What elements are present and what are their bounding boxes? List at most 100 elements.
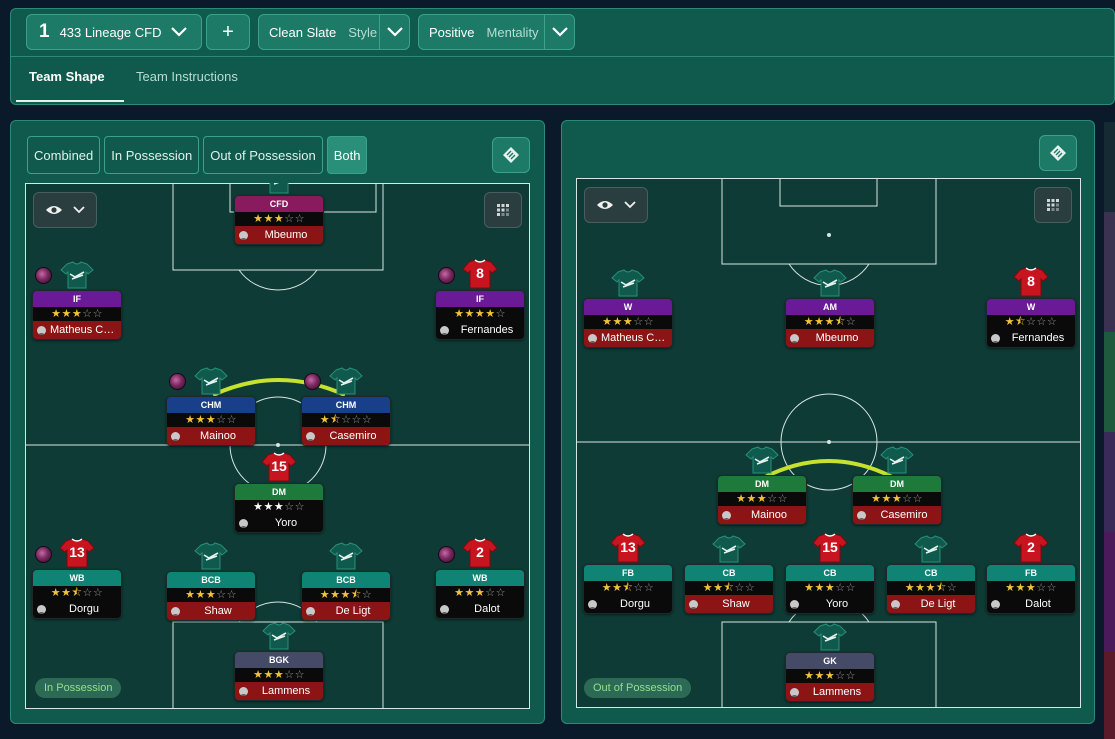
avatar-icon: [588, 333, 597, 343]
tactics-board-icon: [1050, 145, 1066, 161]
player-card-body: DM ★★★☆☆ Yoro: [234, 483, 324, 533]
player-name-row: Casemiro: [302, 427, 390, 445]
player-role: BGK: [235, 652, 323, 668]
player-card[interactable]: W ★★★☆☆ Matheus Cu...: [583, 269, 673, 348]
player-card-body: AM ★★★⯪☆ Mbeumo: [785, 298, 875, 348]
player-name-row: Mbeumo: [235, 226, 323, 244]
player-card[interactable]: BGK ★★★☆☆ Lammens: [234, 622, 324, 701]
tactics-header: 1 433 Lineage CFD + Clean Slate Style Po…: [10, 8, 1115, 105]
player-card[interactable]: 8 IF ★★★★☆ Fernandes: [435, 259, 525, 340]
player-card[interactable]: CB ★★★⯪☆ De Ligt: [886, 535, 976, 614]
player-card[interactable]: DM ★★★☆☆ Mainoo: [717, 446, 807, 525]
player-card-body: CB ★★⯪☆☆ Shaw: [684, 564, 774, 614]
player-name-row: Dalot: [987, 595, 1075, 613]
shirt-icon: [812, 622, 848, 652]
player-role: CB: [887, 565, 975, 581]
player-card[interactable]: CHM ★★★☆☆ Mainoo: [166, 367, 256, 446]
chevron-down-icon: [624, 201, 636, 209]
tab-team-shape[interactable]: Team Shape: [29, 69, 105, 84]
role-orb-icon: [304, 373, 321, 390]
style-selector[interactable]: Clean Slate Style: [258, 14, 410, 50]
player-card[interactable]: BCB ★★★⯪☆ De Ligt: [301, 542, 391, 621]
player-icons: [234, 621, 324, 651]
mentality-selector[interactable]: Positive Mentality: [418, 14, 575, 50]
player-card[interactable]: 13 FB ★★⯪☆☆ Dorgu: [583, 533, 673, 614]
player-card-body: CHM ★⯪☆☆☆ Casemiro: [301, 396, 391, 446]
visibility-toggle[interactable]: [584, 187, 648, 223]
player-card[interactable]: AM ★★★⯪☆ Mbeumo: [785, 269, 875, 348]
avatar-icon: [239, 230, 248, 240]
player-name-row: Fernandes: [987, 329, 1075, 347]
player-icons: [32, 260, 122, 290]
player-name: Matheus Cu...: [50, 324, 118, 336]
mentality-label: Mentality: [486, 24, 539, 40]
role-rating-stars: ★★★★☆: [436, 307, 524, 321]
player-role: W: [584, 299, 672, 315]
shirt-icon: 8: [1012, 266, 1050, 298]
mentality-value: Positive: [429, 24, 475, 40]
role-rating-stars: ★⯪☆☆☆: [302, 413, 390, 427]
tab-team-instructions[interactable]: Team Instructions: [136, 69, 238, 84]
link-line: [762, 459, 895, 480]
role-rating-stars: ★★★☆☆: [987, 581, 1075, 595]
active-tab-indicator: [16, 100, 124, 102]
player-card[interactable]: CHM ★⯪☆☆☆ Casemiro: [301, 367, 391, 446]
tactics-board-button[interactable]: [492, 137, 530, 173]
style-label: Style: [348, 24, 378, 40]
player-card[interactable]: 8 W ★⯪☆☆☆ Fernandes: [986, 267, 1076, 348]
shirt-number: 13: [620, 539, 636, 555]
player-card[interactable]: BCB ★★★☆☆ Shaw: [166, 542, 256, 621]
formation-number: 1: [39, 21, 50, 42]
player-card[interactable]: 15 DM ★★★☆☆ Yoro: [234, 452, 324, 533]
player-role: WB: [33, 570, 121, 586]
player-card[interactable]: DM ★★★☆☆ Casemiro: [852, 446, 942, 525]
player-card[interactable]: 2 WB ★★★☆☆ Dalot: [435, 538, 525, 619]
player-name: Fernandes: [460, 324, 514, 336]
player-name: Casemiro: [329, 430, 377, 442]
player-icons: [886, 534, 976, 564]
avatar-icon: [790, 333, 799, 343]
visibility-toggle[interactable]: [33, 192, 97, 228]
role-rating-stars: ★★★☆☆: [718, 492, 806, 506]
player-role: BCB: [167, 572, 255, 588]
player-card[interactable]: CFD ★★★☆☆ Mbeumo: [234, 183, 324, 245]
shirt-icon: [59, 260, 95, 290]
tactics-board-button[interactable]: [1039, 135, 1077, 171]
avatar-icon: [306, 431, 315, 441]
player-card[interactable]: GK ★★★☆☆ Lammens: [785, 623, 875, 702]
player-card[interactable]: CB ★★⯪☆☆ Shaw: [684, 535, 774, 614]
phase-in-possession[interactable]: In Possession: [104, 136, 200, 174]
role-rating-stars: ★★★☆☆: [33, 307, 121, 321]
phase-out-of-possession[interactable]: Out of Possession: [203, 136, 323, 174]
player-name-row: Matheus Cu...: [584, 329, 672, 347]
player-name-row: Shaw: [685, 595, 773, 613]
player-card[interactable]: 2 FB ★★★☆☆ Dalot: [986, 533, 1076, 614]
player-card[interactable]: 15 CB ★★★☆☆ Yoro: [785, 533, 875, 614]
grid-view-button[interactable]: [1034, 187, 1072, 223]
chevron-down-icon: [157, 15, 201, 49]
phase-both[interactable]: Both: [326, 136, 368, 174]
player-card-body: BGK ★★★☆☆ Lammens: [234, 651, 324, 701]
avatar-icon: [790, 599, 799, 609]
phase-filter: Combined In Possession Out of Possession…: [27, 136, 368, 174]
role-orb-icon: [35, 267, 52, 284]
player-icons: [166, 366, 256, 396]
add-formation-button[interactable]: +: [206, 14, 250, 50]
player-card-body: CB ★★★⯪☆ De Ligt: [886, 564, 976, 614]
player-icons: 2: [435, 538, 525, 569]
player-card[interactable]: 13 WB ★★⯪☆☆ Dorgu: [32, 538, 122, 619]
player-role: W: [987, 299, 1075, 315]
role-rating-stars: ★★★☆☆: [436, 586, 524, 600]
player-name-row: Matheus Cu...: [33, 321, 121, 339]
player-card-body: W ★⯪☆☆☆ Fernandes: [986, 298, 1076, 348]
formation-selector[interactable]: 1 433 Lineage CFD: [26, 14, 202, 50]
player-role: IF: [33, 291, 121, 307]
phase-combined[interactable]: Combined: [27, 136, 101, 174]
shirt-icon: [261, 183, 297, 195]
player-card[interactable]: IF ★★★☆☆ Matheus Cu...: [32, 261, 122, 340]
role-rating-stars: ★★★☆☆: [235, 668, 323, 682]
header-divider: [11, 56, 1114, 57]
grid-view-button[interactable]: [484, 192, 522, 228]
shirt-icon: [261, 621, 297, 651]
player-name-row: Dorgu: [584, 595, 672, 613]
